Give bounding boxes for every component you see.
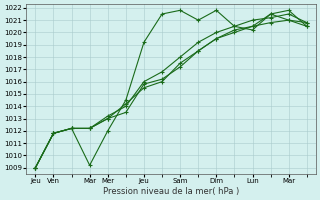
X-axis label: Pression niveau de la mer( hPa ): Pression niveau de la mer( hPa ) bbox=[103, 187, 239, 196]
